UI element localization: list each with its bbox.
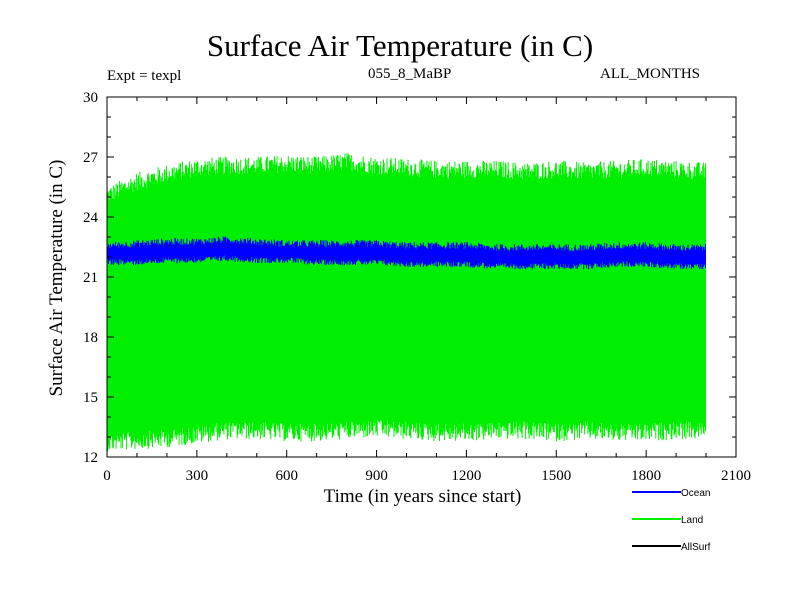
y-tick-label: 15 — [83, 390, 98, 406]
legend-label-allsurf: AllSurf — [681, 542, 711, 553]
y-tick-label: 12 — [83, 450, 98, 466]
x-tick-label: 900 — [365, 468, 388, 484]
x-tick-label: 1200 — [451, 468, 481, 484]
x-tick-label: 1800 — [631, 468, 661, 484]
chart-title: Surface Air Temperature (in C) — [206, 28, 594, 63]
land-series-band — [106, 153, 706, 452]
legend-label-land: Land — [681, 515, 703, 526]
y-tick-label: 30 — [83, 90, 98, 106]
y-tick-label: 27 — [83, 150, 99, 166]
x-tick-label: 2100 — [721, 468, 751, 484]
run-annotation: 055_8_MaBP — [368, 66, 452, 82]
x-axis-label: Time (in years since start) — [323, 486, 522, 507]
months-annotation: ALL_MONTHS — [600, 66, 700, 82]
x-tick-label: 1500 — [541, 468, 571, 484]
y-tick-label: 21 — [83, 270, 98, 286]
experiment-annotation: Expt = texpl — [107, 68, 182, 84]
x-tick-label: 600 — [275, 468, 298, 484]
x-tick-label: 300 — [186, 468, 209, 484]
x-tick-label: 0 — [103, 468, 111, 484]
y-tick-label: 24 — [83, 210, 99, 226]
y-tick-label: 18 — [83, 330, 98, 346]
legend-label-ocean: Ocean — [681, 488, 710, 499]
